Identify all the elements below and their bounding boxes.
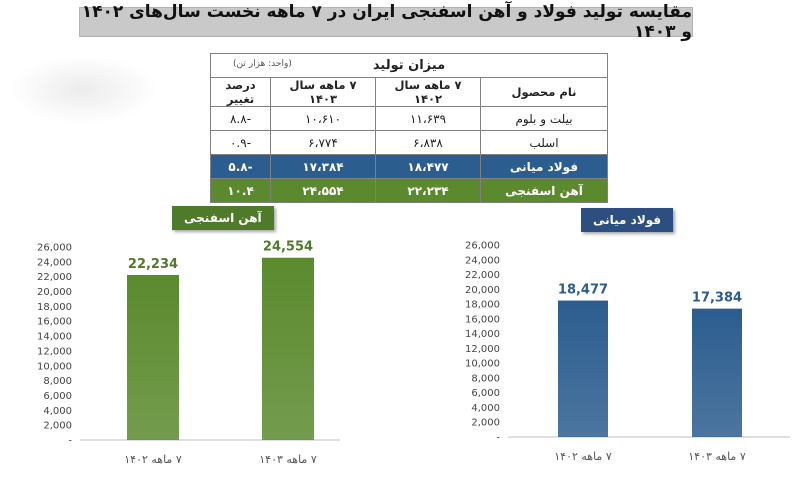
y-tick-label: 24,000 [37,257,72,268]
y-tick-label: 22,000 [465,270,500,281]
y-tick-label: 18,000 [465,300,500,311]
y-tick-label: 26,000 [37,243,72,254]
table-cell: ۱۰،۶۱۰ [270,106,376,131]
y-tick-label: 10,000 [37,361,72,372]
table-row: بیلت و بلوم ۱۱،۶۳۹ ۱۰،۶۱۰ -۸.۸ [210,106,608,131]
y-tick-label: 4,000 [471,403,500,414]
production-table: میزان تولید (واحد: هزار تن) نام محصول ۷ … [210,53,608,203]
y-tick-label: 14,000 [465,329,500,340]
bar [692,308,742,437]
chart-title-semi-finished-steel: فولاد میانی [581,208,674,232]
chart-title-sponge-iron: آهن اسفنجی [172,206,274,230]
x-tick-label: ۷ ماهه ۱۴۰۲ [554,450,612,463]
table-cell: بیلت و بلوم [480,106,608,131]
y-tick-label: 14,000 [37,332,72,343]
table-row: اسلب ۶،۸۳۸ ۶،۷۷۴ -۰.۹ [210,130,608,155]
table-cell: ۱۰.۴ [210,178,271,203]
y-tick-label: 2,000 [43,421,72,432]
y-tick-label: 16,000 [37,317,72,328]
y-tick-label: 20,000 [37,287,72,298]
x-tick-label: ۷ ماهه ۱۴۰۳ [688,450,746,463]
y-tick-label: 22,000 [37,272,72,283]
y-tick-label: 26,000 [465,241,500,252]
bar [262,257,314,440]
x-tick-label: ۷ ماهه ۱۴۰۳ [259,453,317,466]
y-tick-label: 2,000 [471,418,500,429]
y-tick-label: 20,000 [465,285,500,296]
x-tick-label: ۷ ماهه ۱۴۰۲ [124,453,182,466]
y-tick-label: 12,000 [37,346,72,357]
table-cell: ۲۲،۲۳۴ [375,178,481,203]
table-unit: (واحد: هزار تن) [233,59,292,69]
y-tick-label: 6,000 [471,388,500,399]
table-cell: ۱۷،۳۸۴ [270,154,376,179]
y-tick-label: 18,000 [37,302,72,313]
column-header: ۷ ماهه سال ۱۴۰۲ [375,77,481,107]
y-tick-label: 12,000 [465,344,500,355]
table-cell: -۵.۸ [210,154,271,179]
bar [558,300,608,437]
table-cell: ۱۱،۶۳۹ [375,106,481,131]
table-header: میزان تولید [372,58,446,73]
bar [127,274,179,440]
table-cell: ۱۸،۴۷۷ [375,154,481,179]
column-header: نام محصول [480,77,608,107]
y-tick-label: 24,000 [465,255,500,266]
y-tick-label: 6,000 [43,391,72,402]
table-row-highlight-green: آهن اسفنجی ۲۲،۲۳۴ ۲۴،۵۵۴ ۱۰.۴ [210,178,608,203]
y-tick-label: 8,000 [43,376,72,387]
table-header-row: میزان تولید (واحد: هزار تن) [210,53,608,78]
data-label: 22,234 [128,257,178,272]
table-cell: ۲۴،۵۵۴ [270,178,376,203]
column-header: ۷ ماهه سال ۱۴۰۳ [270,77,376,107]
y-tick-label: 16,000 [465,314,500,325]
y-tick-label: - [68,436,72,447]
table-cell: -۸.۸ [210,106,271,131]
data-label: 17,384 [692,291,742,306]
table-cell: -۰.۹ [210,130,271,155]
table-cell: آهن اسفنجی [480,178,608,203]
watermark-logo [8,55,158,125]
data-label: 24,554 [263,240,313,255]
y-tick-label: - [496,433,500,444]
y-tick-label: 4,000 [43,406,72,417]
y-tick-label: 10,000 [465,359,500,370]
data-label: 18,477 [558,283,608,298]
y-tick-label: 8,000 [471,373,500,384]
